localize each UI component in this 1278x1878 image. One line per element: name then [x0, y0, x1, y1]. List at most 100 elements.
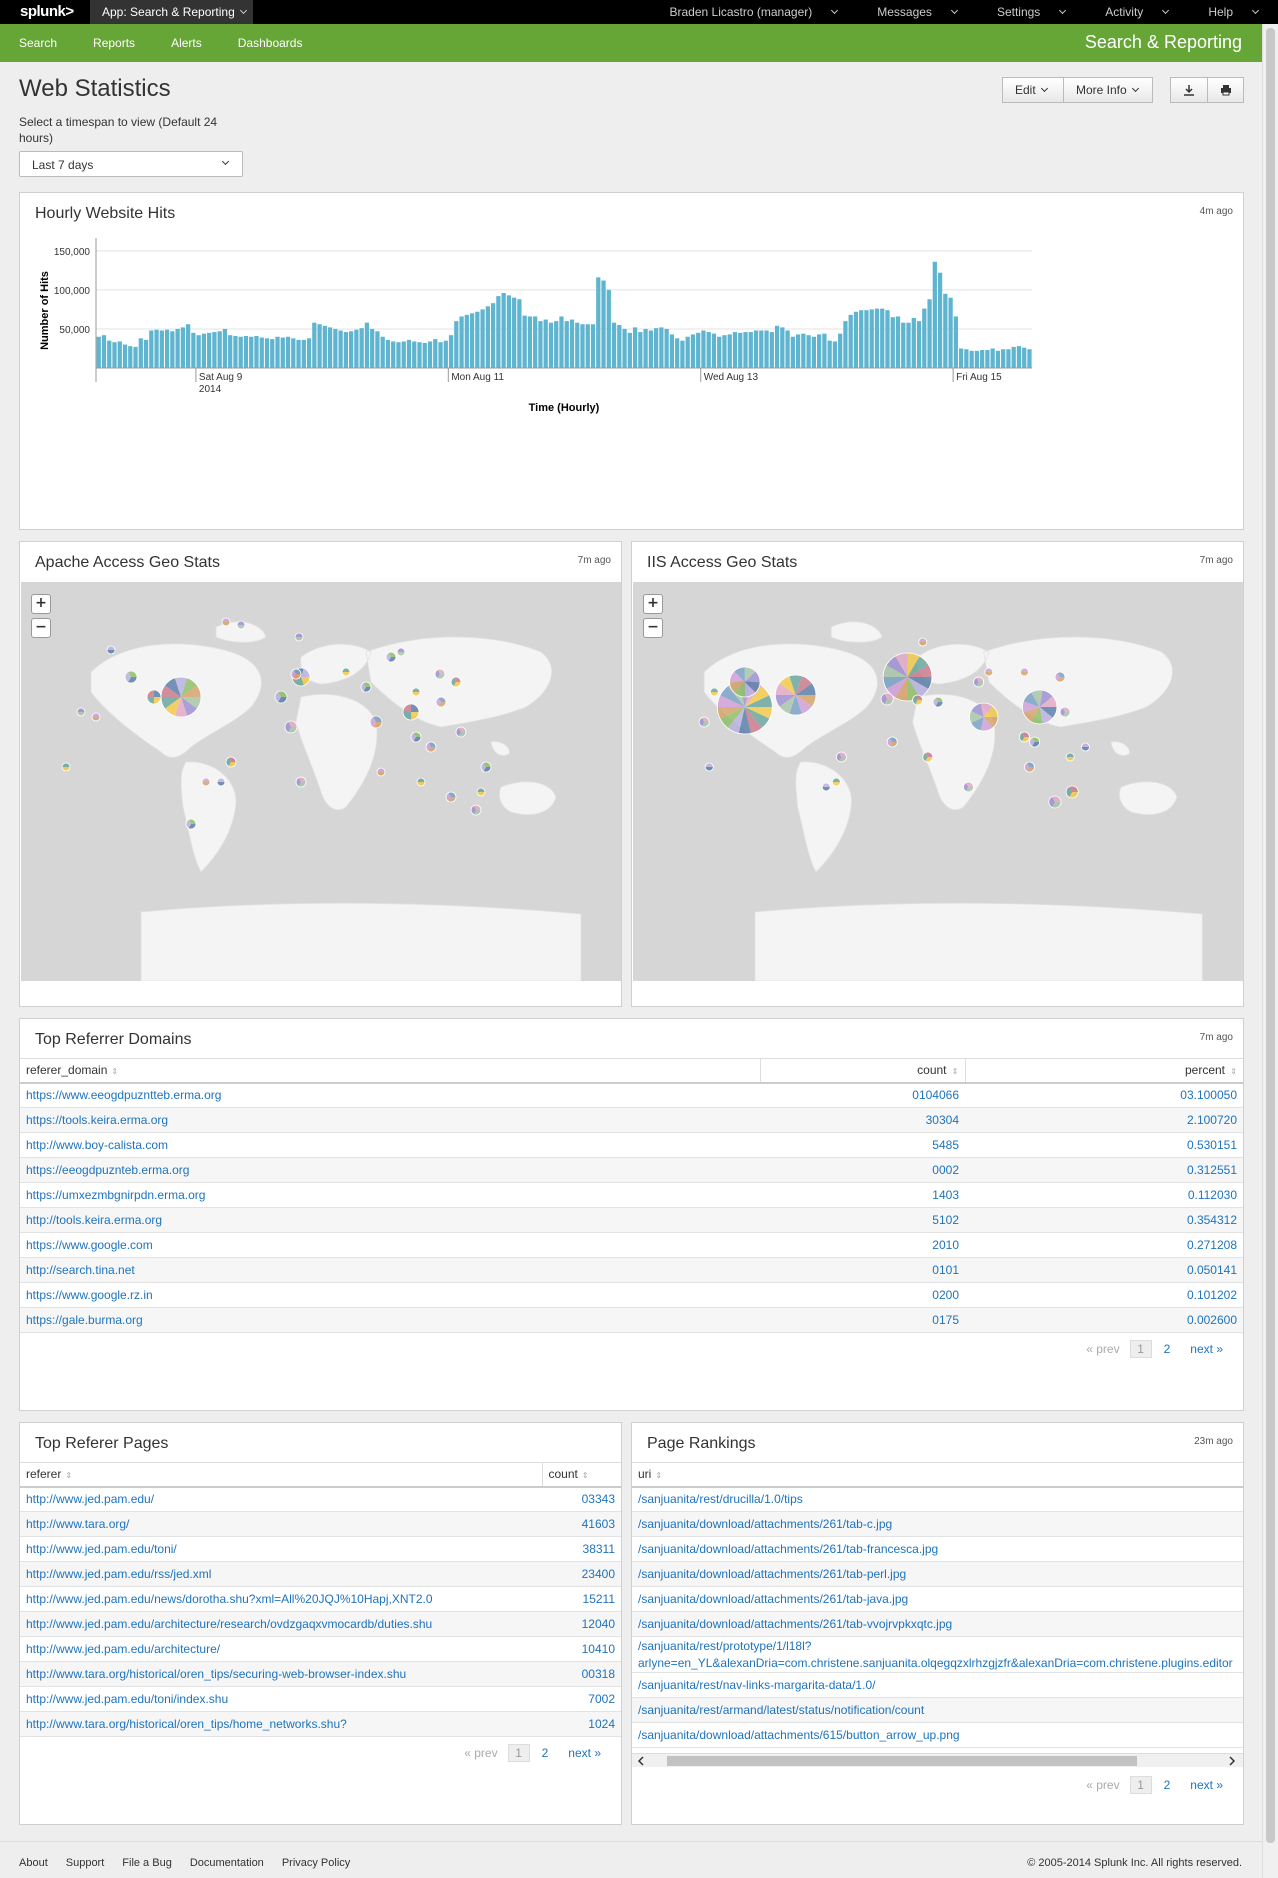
- chart-bar[interactable]: [664, 328, 669, 368]
- geo-pie[interactable]: [1021, 689, 1058, 725]
- chart-bar[interactable]: [764, 330, 769, 369]
- geo-pie-slice[interactable]: [291, 669, 296, 679]
- column-header-percent[interactable]: percent ⇕: [965, 1058, 1243, 1084]
- table-row[interactable]: arlyne=en_YL&alexanDria=com.christene.sa…: [632, 1654, 1243, 1673]
- geo-pie[interactable]: [185, 818, 197, 830]
- chart-bar[interactable]: [306, 338, 312, 368]
- chart-bar[interactable]: [101, 335, 107, 368]
- chart-bar[interactable]: [1027, 349, 1032, 368]
- chart-bar[interactable]: [769, 332, 774, 368]
- geo-pie[interactable]: [376, 767, 386, 777]
- geo-pie-slice[interactable]: [237, 621, 245, 625]
- cell-percent[interactable]: 2.100720: [965, 1107, 1243, 1133]
- geo-pie[interactable]: [434, 668, 446, 680]
- geo-pie[interactable]: [124, 670, 138, 684]
- geo-pie-slice[interactable]: [729, 671, 745, 682]
- chart-bar[interactable]: [469, 313, 475, 368]
- chart-bar[interactable]: [338, 330, 343, 369]
- table-row[interactable]: http://www.jed.pam.edu/toni/38311: [20, 1536, 621, 1562]
- geo-pie-slice[interactable]: [222, 618, 230, 622]
- chart-bar[interactable]: [433, 339, 438, 368]
- chart-bar[interactable]: [627, 332, 632, 368]
- geo-pie-slice[interactable]: [1023, 707, 1040, 722]
- chart-bar[interactable]: [154, 329, 159, 368]
- geo-pie[interactable]: [146, 689, 162, 705]
- geo-pie-slice[interactable]: [918, 642, 927, 646]
- cell-referer-domain[interactable]: http://tools.keira.erma.org: [20, 1207, 760, 1233]
- user-menu[interactable]: Braden Licastro (manager): [650, 0, 839, 24]
- chart-bar[interactable]: [475, 311, 480, 368]
- cell-uri[interactable]: /sanjuanita/download/attachments/261/tab…: [632, 1561, 1243, 1587]
- chart-bar[interactable]: [990, 348, 995, 368]
- geo-pie[interactable]: [969, 702, 999, 732]
- cell-referer[interactable]: http://www.jed.pam.edu/news/dorotha.shu?…: [20, 1586, 542, 1612]
- table-row[interactable]: http://search.tina.net 0101 0.050141: [20, 1257, 1243, 1283]
- chart-bar[interactable]: [706, 332, 711, 368]
- chart-bar[interactable]: [864, 310, 869, 368]
- nav-search[interactable]: Search: [19, 36, 58, 50]
- page-1-button[interactable]: 1: [507, 1744, 530, 1762]
- chart-bar[interactable]: [601, 280, 606, 369]
- chart-bar[interactable]: [506, 295, 512, 368]
- chart-bar[interactable]: [201, 333, 207, 369]
- chart-bar[interactable]: [780, 327, 785, 369]
- cell-percent[interactable]: 03.100050: [965, 1082, 1243, 1108]
- geo-pie[interactable]: [973, 676, 985, 688]
- geo-pie-slice[interactable]: [451, 677, 456, 687]
- geo-pie[interactable]: [932, 696, 944, 708]
- geo-pie-slice[interactable]: [907, 653, 920, 677]
- cell-uri[interactable]: /sanjuanita/rest/drucilla/1.0/tips: [632, 1486, 1243, 1512]
- timespan-select[interactable]: Last 7 days: [19, 151, 243, 177]
- cell-referer[interactable]: http://www.jed.pam.edu/: [20, 1486, 542, 1512]
- geo-pie[interactable]: [360, 681, 372, 693]
- geo-pie-slice[interactable]: [1020, 672, 1029, 676]
- app-menu[interactable]: App: Search & Reporting: [90, 0, 253, 24]
- cell-percent[interactable]: 0.101202: [965, 1282, 1243, 1308]
- footer-link-support[interactable]: Support: [65, 1857, 105, 1869]
- download-button[interactable]: [1170, 77, 1208, 103]
- chart-bar[interactable]: [822, 333, 827, 369]
- nav-reports[interactable]: Reports: [93, 36, 136, 50]
- chart-bar[interactable]: [496, 296, 501, 369]
- chart-bar[interactable]: [1011, 346, 1016, 368]
- geo-pie-slice[interactable]: [1054, 672, 1060, 682]
- geo-pie-slice[interactable]: [342, 672, 350, 676]
- geo-pie-slice[interactable]: [1060, 707, 1066, 717]
- geo-pie-slice[interactable]: [775, 695, 796, 707]
- geo-pie-slice[interactable]: [744, 707, 762, 734]
- cell-referer[interactable]: http://www.tara.org/historical/oren_tips…: [20, 1661, 542, 1687]
- geo-pie-slice[interactable]: [411, 732, 416, 742]
- cell-count[interactable]: 0104066: [760, 1082, 965, 1108]
- geo-pie-slice[interactable]: [744, 707, 770, 729]
- chart-bar[interactable]: [427, 341, 433, 368]
- geo-pie-slice[interactable]: [734, 682, 745, 697]
- chart-bar[interactable]: [1016, 346, 1022, 369]
- geo-pie-slice[interactable]: [1081, 743, 1090, 747]
- chart-bar[interactable]: [490, 303, 496, 368]
- geo-pie-slice[interactable]: [1031, 707, 1043, 724]
- geo-pie-slice[interactable]: [164, 678, 181, 697]
- geo-pie[interactable]: [106, 645, 116, 655]
- cell-count[interactable]: 23400: [542, 1561, 621, 1587]
- chart-bar[interactable]: [943, 293, 948, 368]
- chart-bar[interactable]: [838, 333, 843, 369]
- table-row[interactable]: http://www.tara.org/41603: [20, 1511, 621, 1537]
- geo-pie-slice[interactable]: [984, 672, 993, 676]
- cell-referer[interactable]: http://www.jed.pam.edu/rss/jed.xml: [20, 1561, 542, 1587]
- chart-bar[interactable]: [790, 336, 795, 368]
- geo-pie-slice[interactable]: [471, 805, 476, 815]
- geo-pie-slice[interactable]: [895, 677, 908, 701]
- chart-bar[interactable]: [270, 339, 275, 368]
- chart-bar[interactable]: [517, 299, 522, 368]
- cell-count[interactable]: 0175: [760, 1307, 965, 1333]
- zoom-in-button[interactable]: +: [643, 594, 663, 614]
- geo-pie-slice[interactable]: [705, 763, 714, 767]
- cell-percent[interactable]: 0.312551: [965, 1157, 1243, 1183]
- table-row[interactable]: /sanjuanita/download/attachments/261/tab…: [632, 1611, 1243, 1637]
- prev-page-button[interactable]: « prev: [1086, 1778, 1120, 1792]
- next-page-button[interactable]: next »: [1190, 1778, 1223, 1792]
- geo-pie-slice[interactable]: [795, 683, 817, 695]
- prev-page-button[interactable]: « prev: [1086, 1342, 1120, 1356]
- geo-pie-slice[interactable]: [237, 625, 245, 629]
- chart-bar[interactable]: [212, 332, 217, 368]
